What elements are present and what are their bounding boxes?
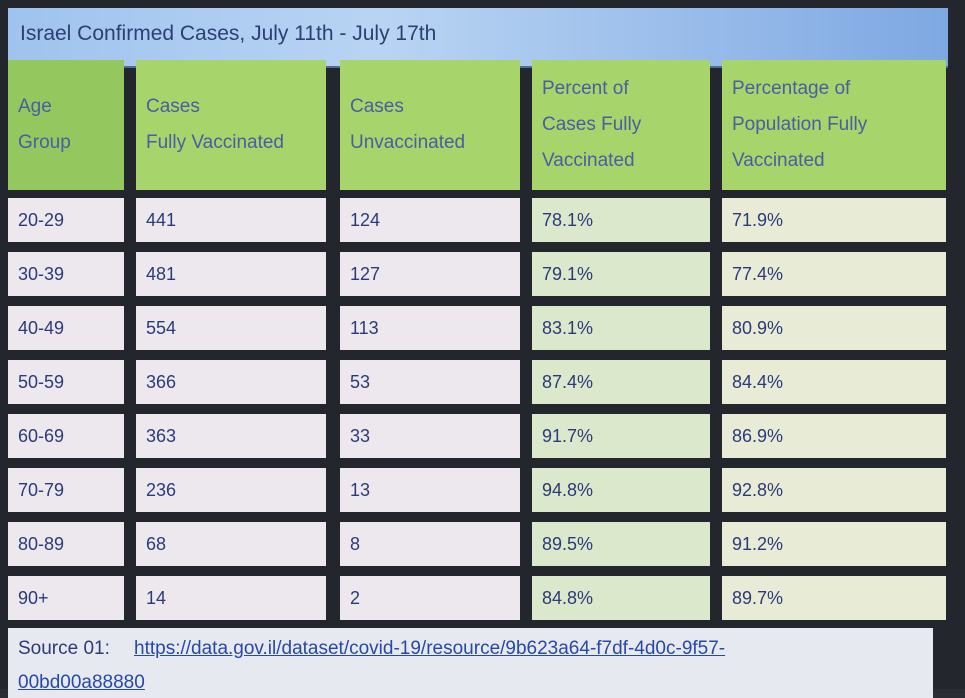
table-cell: 94.8% xyxy=(532,468,710,512)
table-cell: 77.4% xyxy=(722,252,946,296)
table-cell: 79.1% xyxy=(532,252,710,296)
table-cell: 113 xyxy=(340,306,520,350)
age-group-cell: 70-79 xyxy=(8,468,124,512)
column-header-text: Vaccinated xyxy=(732,150,825,172)
table-cell: 68 xyxy=(136,522,326,566)
table-cell: 87.4% xyxy=(532,360,710,404)
column-header: Age Group xyxy=(8,60,124,190)
column-header: Cases Fully Vaccinated xyxy=(136,60,326,190)
source-label: Source 01: xyxy=(18,638,110,659)
column-header-text: Vaccinated xyxy=(542,150,635,172)
column-header-text: Percentage of xyxy=(732,77,851,99)
table-cell: 236 xyxy=(136,468,326,512)
source-link-continuation[interactable]: 00bd00a88880 xyxy=(18,672,145,693)
table-cell: 89.5% xyxy=(532,522,710,566)
column-header: Cases Unvaccinated xyxy=(340,60,520,190)
column-header-text: Cases xyxy=(146,95,200,117)
table-cell: 127 xyxy=(340,252,520,296)
table-cell: 363 xyxy=(136,414,326,458)
source-link[interactable]: https://data.gov.il/dataset/covid-19/res… xyxy=(134,638,726,659)
column-header-text: Fully Vaccinated xyxy=(146,132,284,153)
column-header-text: Group xyxy=(18,132,71,153)
table-cell: 33 xyxy=(340,414,520,458)
table-cell: 554 xyxy=(136,306,326,350)
table-cell: 2 xyxy=(340,576,520,620)
table-cell: 8 xyxy=(340,522,520,566)
age-group-cell: 80-89 xyxy=(8,522,124,566)
age-group-cell: 20-29 xyxy=(8,198,124,242)
column-header-text: Population Fully xyxy=(732,113,868,135)
table-cell: 80.9% xyxy=(722,306,946,350)
table-cell: 481 xyxy=(136,252,326,296)
table-cell: 366 xyxy=(136,360,326,404)
table-cell: 92.8% xyxy=(722,468,946,512)
age-group-cell: 30-39 xyxy=(8,252,124,296)
column-header: Percentage of Population Fully Vaccinated xyxy=(722,60,946,190)
table-cell: 91.2% xyxy=(722,522,946,566)
table-cell: 83.1% xyxy=(532,306,710,350)
age-group-cell: 40-49 xyxy=(8,306,124,350)
column-header-text: Age xyxy=(18,95,52,117)
table-cell: 84.8% xyxy=(532,576,710,620)
column-header-text: Cases xyxy=(350,95,404,117)
table-cell: 13 xyxy=(340,468,520,512)
table-cell: 78.1% xyxy=(532,198,710,242)
column-header-text: Cases Fully xyxy=(542,113,642,135)
table-cell: 14 xyxy=(136,576,326,620)
table-cell: 53 xyxy=(340,360,520,404)
age-group-cell: 50-59 xyxy=(8,360,124,404)
table-cell: 71.9% xyxy=(722,198,946,242)
table-cell: 89.7% xyxy=(722,576,946,620)
age-group-cell: 60-69 xyxy=(8,414,124,458)
table-cell: 91.7% xyxy=(532,414,710,458)
table-cell: 84.4% xyxy=(722,360,946,404)
table-title-bar: Israel Confirmed Cases, July 11th - July… xyxy=(8,8,948,68)
source-footer: Source 01: https://data.gov.il/dataset/c… xyxy=(8,628,933,698)
table-cell: 441 xyxy=(136,198,326,242)
table-cell: 124 xyxy=(340,198,520,242)
table-cell: 86.9% xyxy=(722,414,946,458)
age-group-cell: 90+ xyxy=(8,576,124,620)
column-header-text: Percent of xyxy=(542,77,629,99)
column-header: Percent of Cases Fully Vaccinated xyxy=(532,60,710,190)
column-header-text: Unvaccinated xyxy=(350,132,466,153)
table-title: Israel Confirmed Cases, July 11th - July… xyxy=(20,22,437,45)
